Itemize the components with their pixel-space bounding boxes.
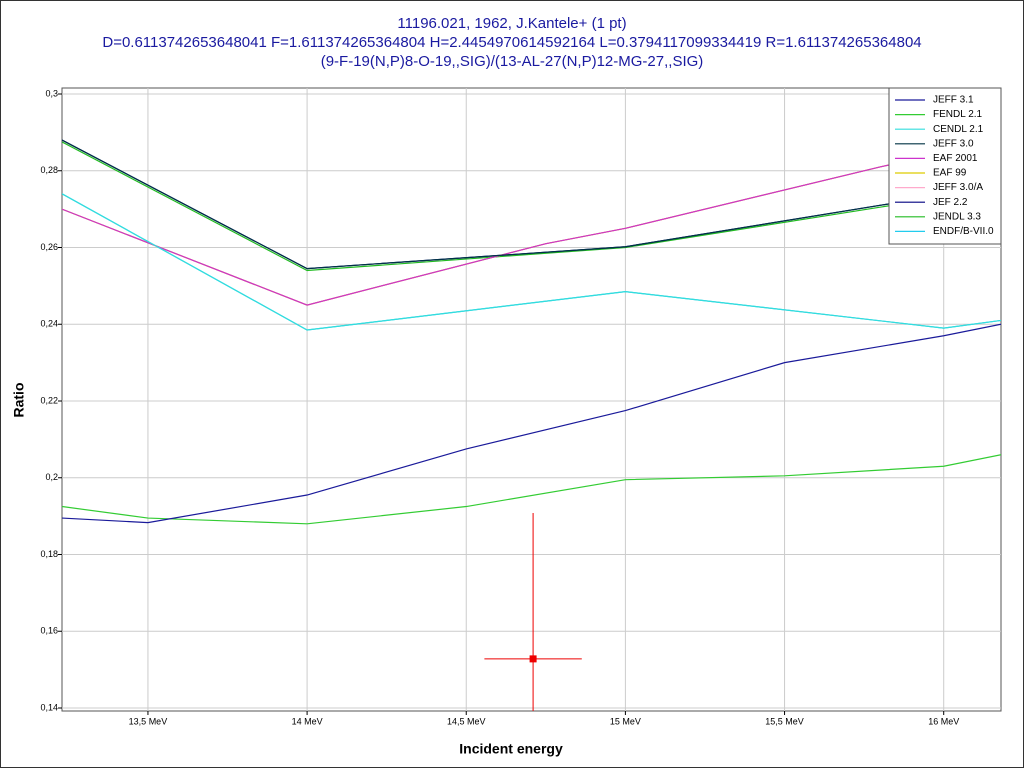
chart-title: 11196.021, 1962, J.Kantele+ (1 pt): [397, 15, 626, 32]
y-tick-label: 0,18: [40, 549, 58, 559]
legend-label: ENDF/B-VII.0: [933, 226, 994, 237]
chart-subtitle: D=0.6113742653648041 F=1.611374265364804…: [102, 34, 921, 51]
x-axis-label: Incident energy: [459, 741, 563, 757]
legend-label: EAF 2001: [933, 153, 978, 164]
y-axis-label: Ratio: [11, 383, 27, 418]
data-point: [529, 655, 537, 663]
legend-label: FENDL 2.1: [933, 109, 983, 120]
plot-area: [61, 87, 1002, 712]
legend-label: JEF 2.2: [933, 197, 968, 208]
legend-label: JEFF 3.0/A: [933, 182, 983, 193]
y-tick-label: 0,16: [40, 626, 58, 636]
x-tick-label: 14,5 MeV: [447, 716, 486, 726]
series-line: [62, 193, 1001, 331]
x-tick-label: 15 MeV: [610, 716, 641, 726]
y-tick-label: 0,2: [45, 472, 58, 482]
x-tick-label: 13,5 MeV: [129, 716, 168, 726]
x-tick-label: 14 MeV: [292, 716, 323, 726]
series-line: [62, 454, 1001, 525]
legend-label: JENDL 3.3: [933, 211, 981, 222]
y-tick-label: 0,3: [45, 88, 58, 98]
legend-label: CENDL 2.1: [933, 124, 984, 135]
legend-label: EAF 99: [933, 168, 967, 179]
y-tick-label: 0,14: [40, 702, 58, 712]
y-tick-label: 0,28: [40, 165, 58, 175]
x-tick-label: 15,5 MeV: [765, 716, 804, 726]
y-tick-label: 0,24: [40, 319, 58, 329]
x-tick-label: 16 MeV: [928, 716, 959, 726]
legend-label: JEFF 3.1: [933, 95, 974, 106]
reaction: (9-F-19(N,P)8-O-19,,SIG)/(13-AL-27(N,P)1…: [321, 53, 704, 70]
y-tick-label: 0,26: [40, 242, 58, 252]
legend-label: JEFF 3.0: [933, 138, 974, 149]
y-tick-label: 0,22: [40, 395, 58, 405]
series-line: [62, 323, 1001, 524]
